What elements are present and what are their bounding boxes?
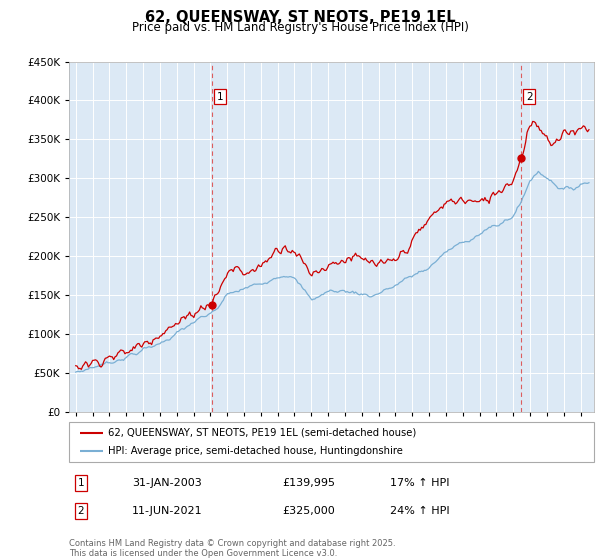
Text: 62, QUEENSWAY, ST NEOTS, PE19 1EL: 62, QUEENSWAY, ST NEOTS, PE19 1EL [145, 10, 455, 25]
FancyBboxPatch shape [69, 422, 594, 462]
Text: £325,000: £325,000 [282, 506, 335, 516]
Text: HPI: Average price, semi-detached house, Huntingdonshire: HPI: Average price, semi-detached house,… [109, 446, 403, 456]
Text: Contains HM Land Registry data © Crown copyright and database right 2025.
This d: Contains HM Land Registry data © Crown c… [69, 539, 395, 558]
Text: 24% ↑ HPI: 24% ↑ HPI [390, 506, 449, 516]
Text: Price paid vs. HM Land Registry's House Price Index (HPI): Price paid vs. HM Land Registry's House … [131, 21, 469, 34]
Text: 11-JUN-2021: 11-JUN-2021 [132, 506, 203, 516]
Text: 2: 2 [526, 92, 532, 101]
Text: 17% ↑ HPI: 17% ↑ HPI [390, 478, 449, 488]
Text: £139,995: £139,995 [282, 478, 335, 488]
Text: 1: 1 [217, 92, 223, 101]
Text: 1: 1 [77, 478, 85, 488]
Text: 2: 2 [77, 506, 85, 516]
Text: 31-JAN-2003: 31-JAN-2003 [132, 478, 202, 488]
Text: 62, QUEENSWAY, ST NEOTS, PE19 1EL (semi-detached house): 62, QUEENSWAY, ST NEOTS, PE19 1EL (semi-… [109, 428, 416, 437]
